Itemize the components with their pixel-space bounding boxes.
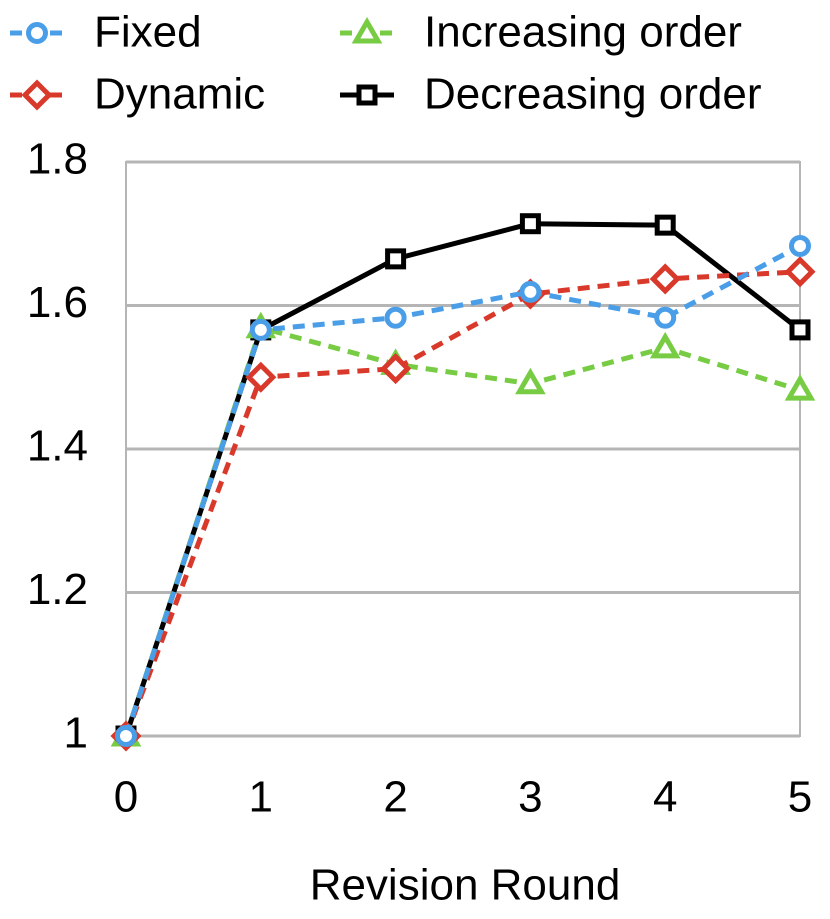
y-tick-label: 1.2 xyxy=(27,565,88,614)
data-point xyxy=(784,256,816,288)
legend-label: Dynamic xyxy=(94,70,265,119)
data-point xyxy=(249,318,272,341)
x-tick-label: 2 xyxy=(383,773,407,822)
x-tick-label: 3 xyxy=(518,773,542,822)
data-point xyxy=(789,319,811,341)
data-point xyxy=(519,213,541,235)
y-tick-label: 1.6 xyxy=(27,278,88,327)
data-point xyxy=(515,367,546,395)
data-point xyxy=(385,248,407,270)
y-tick-label: 1.4 xyxy=(27,422,88,471)
data-point xyxy=(654,214,676,236)
legend-marker xyxy=(21,79,53,111)
series-line xyxy=(123,243,802,737)
data-point xyxy=(384,306,407,329)
y-tick-label: 1 xyxy=(64,709,88,758)
data-point xyxy=(789,234,811,257)
x-axis-label: Revision Round xyxy=(310,861,621,910)
series-line xyxy=(123,269,801,737)
x-tick-label: 4 xyxy=(653,773,677,822)
data-point xyxy=(380,353,412,385)
legend-label: Fixed xyxy=(94,8,202,57)
data-point xyxy=(115,725,137,747)
x-tick-label: 0 xyxy=(114,773,138,822)
y-tick-label: 1.8 xyxy=(27,135,88,184)
legend-label: Decreasing order xyxy=(424,70,762,119)
plot-frame xyxy=(125,161,801,737)
data-point xyxy=(654,306,677,329)
data-point xyxy=(784,374,816,401)
data-point xyxy=(519,280,542,303)
legend-marker xyxy=(351,17,383,44)
series-line xyxy=(123,325,801,737)
x-tick-label: 1 xyxy=(249,773,273,822)
data-point xyxy=(649,263,681,295)
data-point xyxy=(245,361,277,393)
legend-marker xyxy=(356,84,378,106)
x-tick-label: 5 xyxy=(788,773,812,822)
data-point xyxy=(649,331,681,359)
legend-marker xyxy=(26,22,48,44)
legend-label: Increasing order xyxy=(424,8,742,57)
series-line xyxy=(123,221,802,737)
